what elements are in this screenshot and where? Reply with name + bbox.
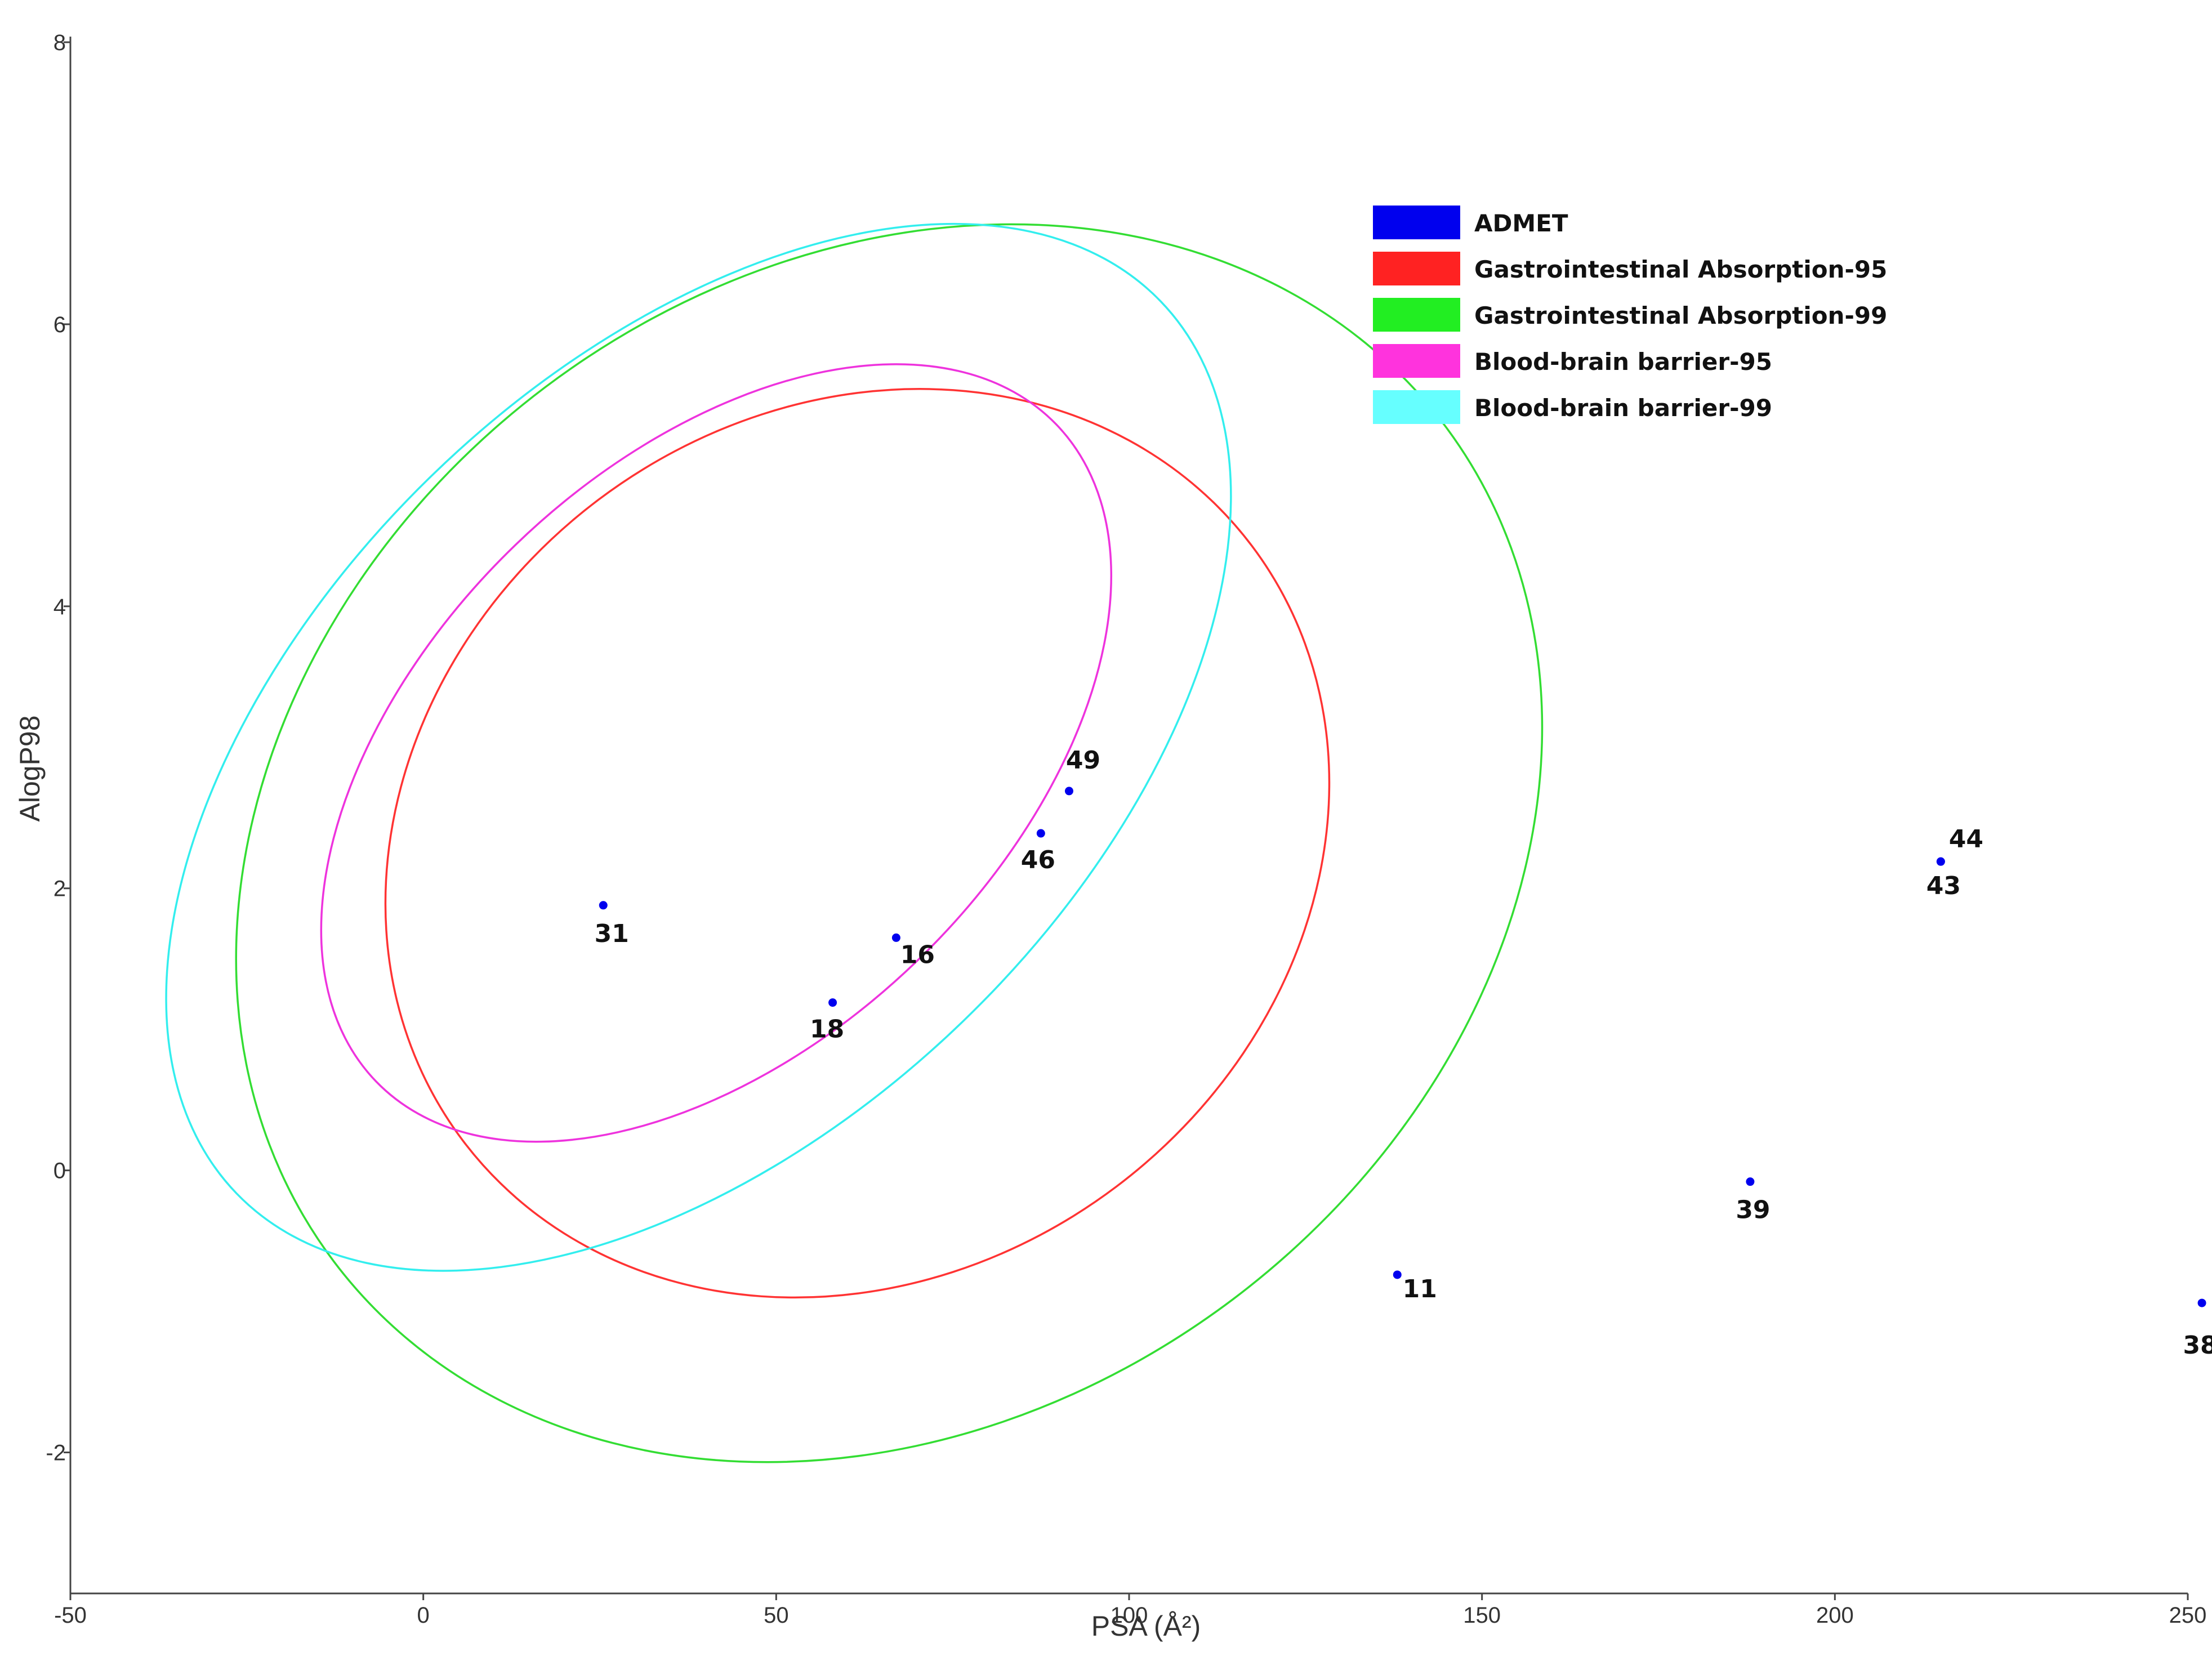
ellipse-gastrointestinal-absorption-99 (235, 223, 1544, 1463)
x-tick-label: 250 (2169, 1603, 2207, 1628)
x-tick-label: 150 (1463, 1603, 1501, 1628)
point-label-16: 16 (900, 940, 935, 969)
point-43 (1936, 857, 1945, 866)
legend: ADMET Gastrointestinal Absorption-95 Gastr… (1373, 206, 1887, 424)
x-tick-label: 50 (764, 1603, 789, 1628)
y-tick-label: 2 (53, 877, 66, 901)
x-tick-label: 0 (417, 1603, 430, 1628)
ellipse-blood-brain-barrier-95 (320, 363, 1113, 1143)
legend-label-gastrointestinal-absorption-99: Gastrointestinal Absorption-99 (1474, 302, 1887, 329)
x-tick-label: 200 (1816, 1603, 1854, 1628)
legend-swatch-admet (1373, 206, 1460, 239)
point-18 (828, 998, 837, 1007)
y-tick-label: 0 (53, 1159, 66, 1184)
point-38 (2197, 1298, 2206, 1307)
ellipses-layer (165, 222, 1544, 1463)
legend-swatch-blood-brain-barrier-95 (1373, 344, 1460, 378)
ellipse-blood-brain-barrier-99 (165, 222, 1232, 1272)
point-label-46: 46 (1021, 846, 1055, 874)
point-label-18: 18 (810, 1015, 844, 1044)
point-46 (1036, 829, 1045, 838)
point-31 (599, 901, 608, 910)
y-tick-label: 6 (53, 312, 66, 337)
point-16 (891, 933, 900, 942)
x-tick-label: 100 (1111, 1603, 1148, 1628)
x-tick-label: -50 (54, 1603, 87, 1628)
legend-swatch-gastrointestinal-absorption-95 (1373, 252, 1460, 285)
point-49 (1064, 787, 1073, 796)
legend-label-admet: ADMET (1474, 209, 1568, 237)
legend-swatch-gastrointestinal-absorption-99 (1373, 298, 1460, 332)
point-label-31: 31 (595, 919, 629, 948)
point-label-39: 39 (1736, 1196, 1770, 1225)
y-tick-label: 4 (53, 595, 66, 619)
legend-swatch-blood-brain-barrier-99 (1373, 390, 1460, 424)
point-11 (1393, 1270, 1402, 1279)
point-label-38: 38 (2183, 1331, 2212, 1360)
point-label-11: 11 (1403, 1275, 1437, 1303)
point-label-44: 44 (1949, 825, 1983, 854)
legend-label-gastrointestinal-absorption-95: Gastrointestinal Absorption-95 (1474, 256, 1887, 283)
legend-label-blood-brain-barrier-95: Blood-brain barrier-95 (1474, 348, 1772, 376)
points-layer: 31 16 18 46 49 44 43 39 11 38 (595, 746, 2212, 1360)
point-39 (1746, 1177, 1755, 1186)
legend-label-blood-brain-barrier-99: Blood-brain barrier-99 (1474, 394, 1772, 422)
y-axis-title: AlogP98 (14, 715, 46, 821)
y-tick-label: 8 (53, 30, 66, 55)
point-label-49: 49 (1066, 746, 1100, 775)
point-label-43: 43 (1926, 872, 1961, 900)
y-tick-label: -2 (46, 1441, 66, 1466)
ellipse-gastrointestinal-absorption-95 (384, 388, 1331, 1299)
x-axis-title: PSA (Å²) (1091, 1610, 1201, 1642)
